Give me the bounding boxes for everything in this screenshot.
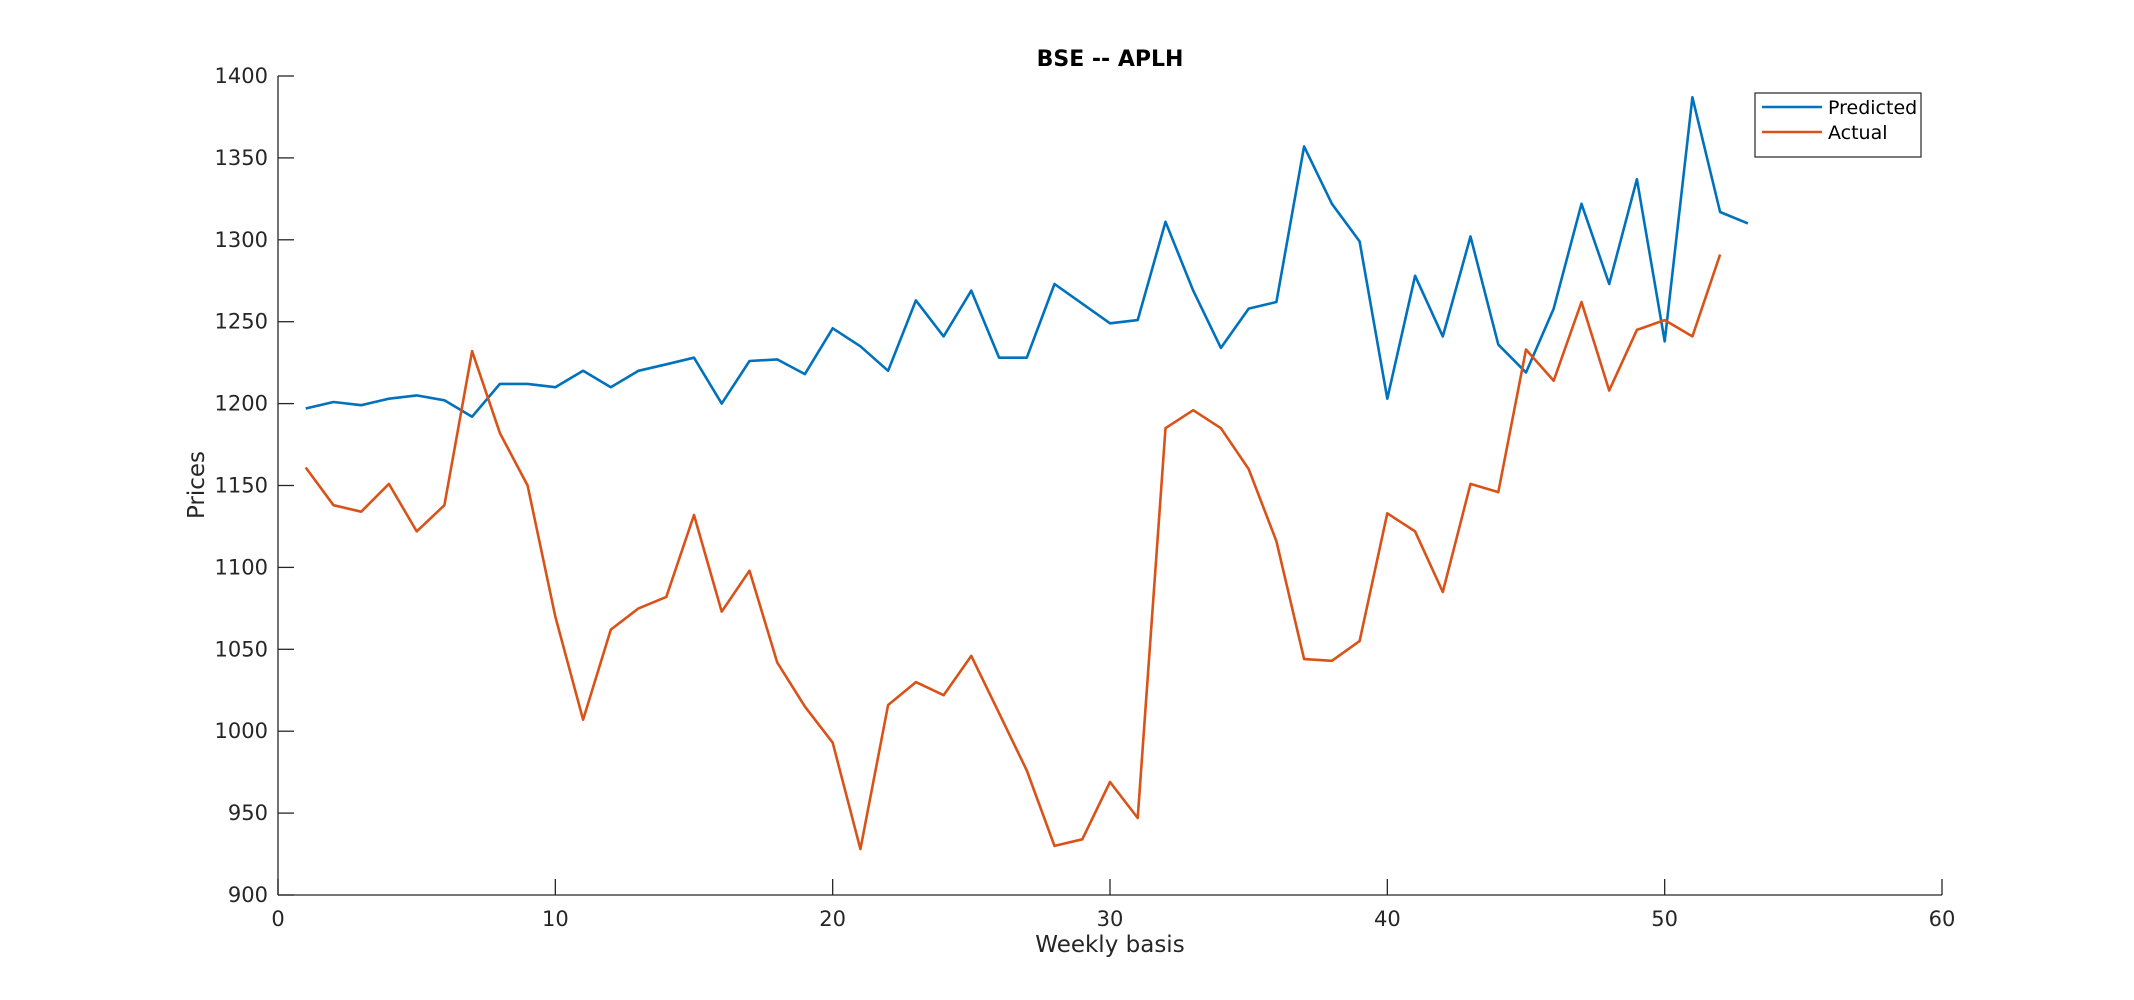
y-tick-label: 1250 — [215, 310, 268, 334]
y-tick-label: 1200 — [215, 392, 268, 416]
y-tick-label: 1000 — [215, 719, 268, 743]
y-tick-label: 950 — [228, 801, 268, 825]
x-tick-label: 50 — [1651, 907, 1678, 931]
legend[interactable]: Predicted Actual — [1754, 92, 1922, 158]
y-tick-label: 1150 — [215, 474, 268, 498]
y-axis-label: Prices — [184, 451, 210, 519]
series-line-actual — [304, 254, 1722, 851]
y-tick-label: 900 — [228, 883, 268, 907]
y-tick-label: 1400 — [215, 64, 268, 88]
legend-box — [1754, 92, 1922, 158]
legend-label-predicted: Predicted — [1828, 97, 1917, 119]
y-tick-label: 1300 — [215, 228, 268, 252]
y-tick-label: 1350 — [215, 146, 268, 170]
x-tick-label: 10 — [542, 907, 569, 931]
legend-label-actual: Actual — [1828, 122, 1888, 144]
y-tick-label: 1100 — [215, 555, 268, 579]
x-tick-label: 30 — [1097, 907, 1124, 931]
x-tick-label: 40 — [1374, 907, 1401, 931]
x-axis-label: Weekly basis — [1035, 932, 1184, 958]
x-tick-label: 0 — [271, 907, 284, 931]
axes: 0 10 20 30 40 50 60 900 950 1000 1050 1100 1150 1200 1… — [215, 64, 1956, 931]
series-line-predicted — [305, 96, 1749, 419]
y-tick-label: 1050 — [215, 637, 268, 661]
x-tick-label: 20 — [819, 907, 846, 931]
series-layer — [304, 96, 1749, 851]
x-tick-label: 60 — [1929, 907, 1956, 931]
chart-title: BSE -- APLH — [1037, 47, 1184, 72]
